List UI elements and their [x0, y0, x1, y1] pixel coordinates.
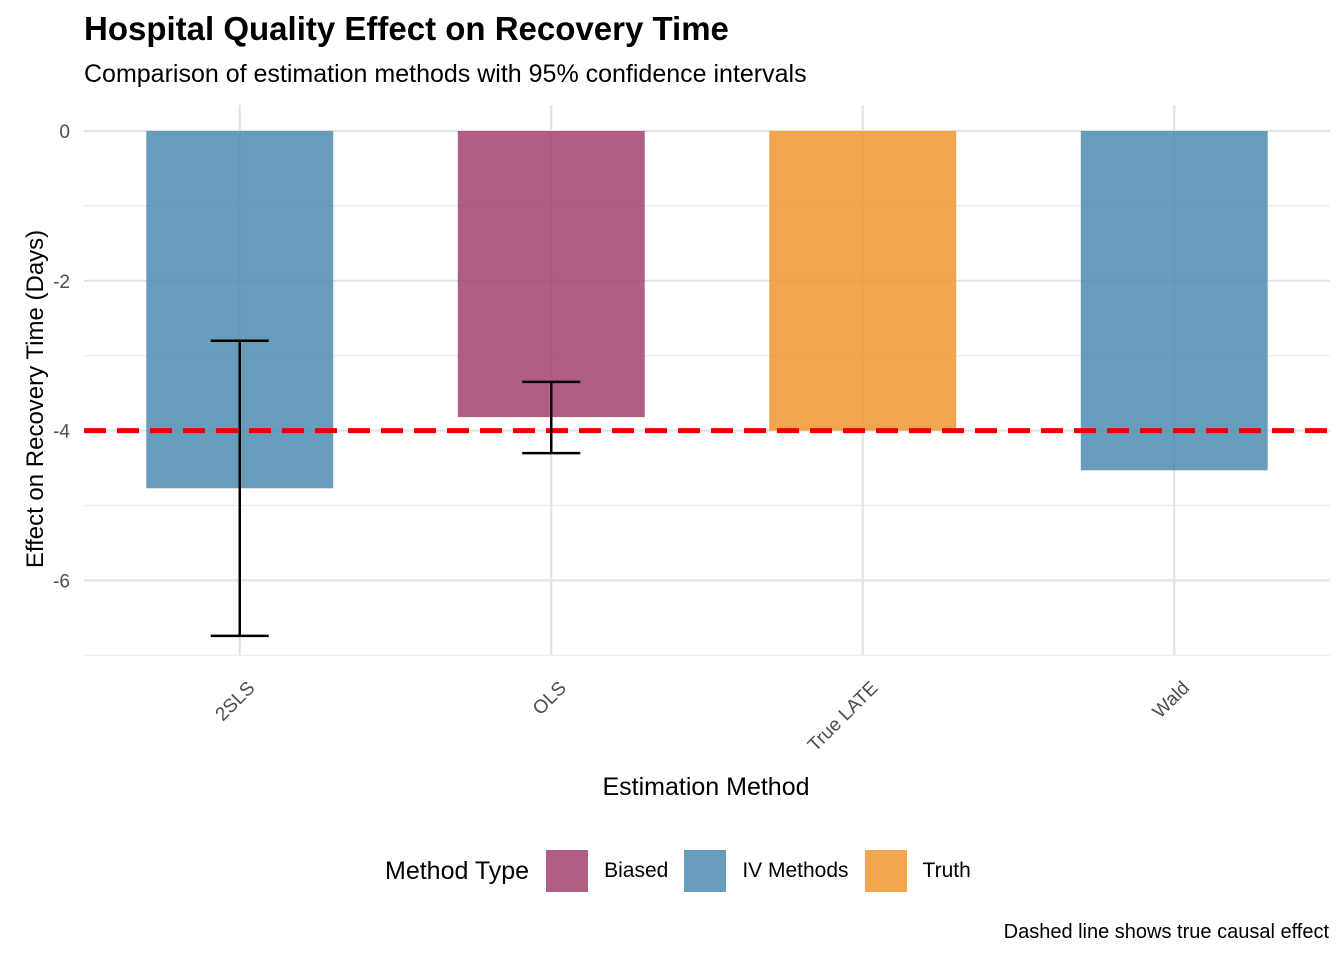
y-tick-label: -2 — [53, 272, 70, 293]
x-axis-label: Estimation Method — [602, 773, 810, 801]
chart-title: Hospital Quality Effect on Recovery Time — [84, 10, 729, 47]
y-tick-label: -6 — [53, 571, 70, 592]
legend-swatch-truth — [864, 850, 907, 892]
y-tick-label: -4 — [53, 422, 70, 443]
legend-label-iv-methods: IV Methods — [742, 859, 849, 882]
y-tick-label: 0 — [59, 122, 70, 143]
bar-ols — [457, 131, 645, 418]
bar-true-late — [769, 131, 957, 431]
legend-swatch-iv-methods — [684, 850, 727, 892]
legend-item-iv-methods: IV Methods — [684, 850, 849, 892]
chart-caption: Dashed line shows true causal effect — [1003, 921, 1329, 943]
bar-wald — [1080, 131, 1268, 471]
legend-label-biased: Biased — [604, 859, 669, 882]
legend-swatch-biased — [546, 850, 589, 892]
legend-item-biased: Biased — [546, 850, 668, 892]
x-tick-label: OLS — [529, 678, 571, 720]
x-tick-label: Wald — [1149, 678, 1194, 723]
legend-title: Method Type — [385, 856, 530, 885]
legend-label-truth: Truth — [922, 859, 971, 882]
x-tick-label: True LATE — [804, 678, 882, 756]
chart-subtitle: Comparison of estimation methods with 95… — [84, 60, 807, 88]
legend: Method Type Biased IV Methods Truth — [385, 848, 987, 894]
legend-item-truth: Truth — [864, 850, 971, 892]
x-tick-label: 2SLS — [212, 678, 260, 726]
